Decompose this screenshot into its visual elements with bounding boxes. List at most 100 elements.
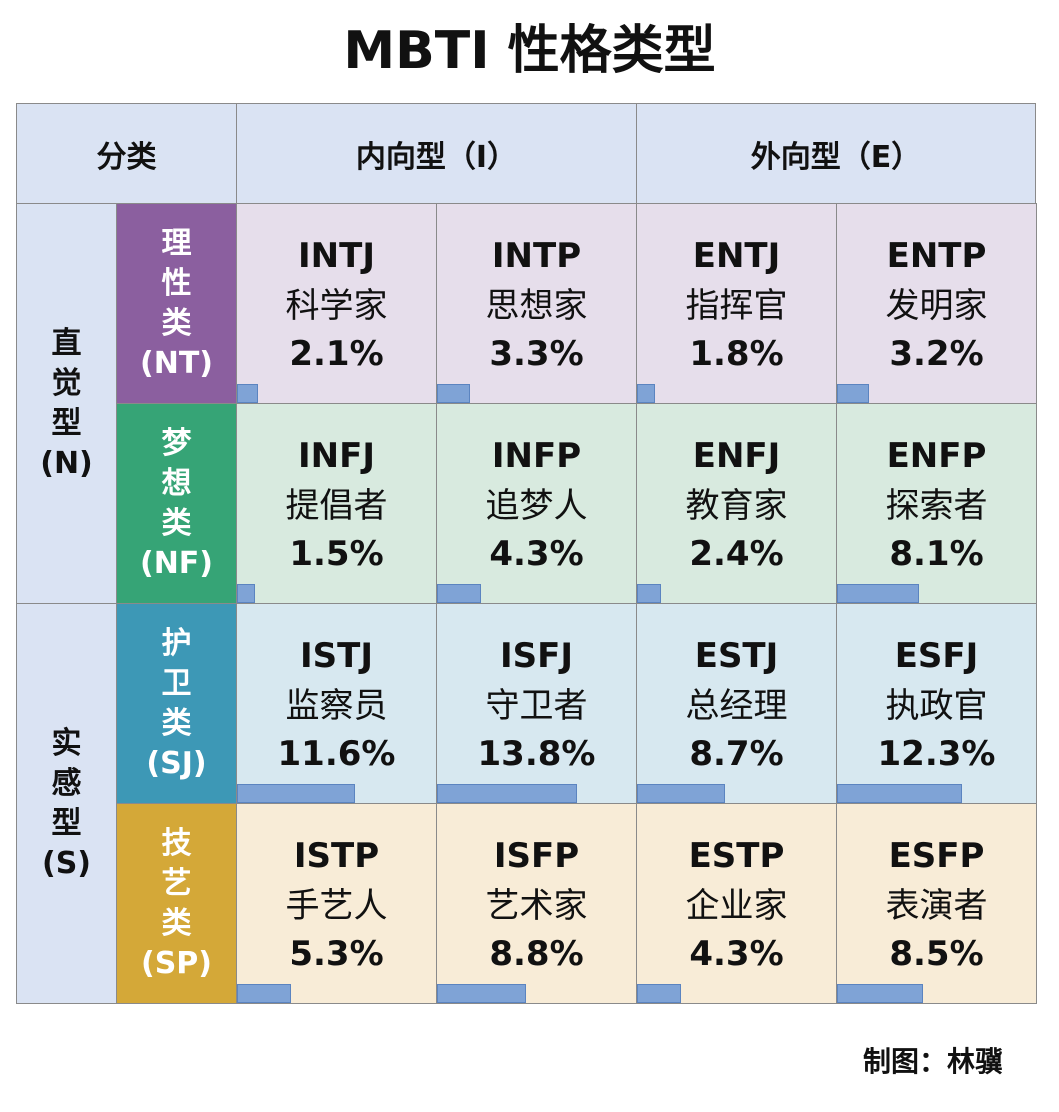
percent-bar xyxy=(437,584,481,603)
chart-title: MBTI 性格类型 xyxy=(343,21,716,81)
mbti-table: 分类 内向型（I） 外向型（E） 直 觉 型 (N) 实 感 型 (S) 理性类… xyxy=(16,103,1037,1004)
type-role: 守卫者 xyxy=(485,686,588,726)
percent-bar xyxy=(437,384,470,403)
percent-bar xyxy=(637,784,725,803)
type-cell: INFJ 提倡者 1.5% xyxy=(236,403,437,604)
percent-bar xyxy=(437,984,526,1003)
group-code: (SJ) xyxy=(146,745,207,781)
type-percent: 3.3% xyxy=(489,334,584,374)
type-cell: ENTP 发明家 3.2% xyxy=(836,203,1037,404)
type-cell: ENFP 探索者 8.1% xyxy=(836,403,1037,604)
type-role: 监察员 xyxy=(285,686,388,726)
group-char: 类 xyxy=(161,905,192,941)
type-percent: 4.3% xyxy=(689,934,784,974)
header-extrovert: 外向型（E） xyxy=(636,103,1036,204)
group-code: (SP) xyxy=(140,945,212,981)
type-code: ESTP xyxy=(688,836,785,876)
type-percent: 5.3% xyxy=(289,934,384,974)
type-role: 指挥官 xyxy=(685,286,788,326)
type-percent: 13.8% xyxy=(477,734,596,774)
group-label-text: 理性类 (NT) xyxy=(140,224,213,384)
type-percent: 8.8% xyxy=(489,934,584,974)
type-cell: ESTJ 总经理 8.7% xyxy=(636,603,837,804)
type-code: INTP xyxy=(491,236,582,276)
group-label: 技艺类 (SP) xyxy=(116,803,237,1004)
side-sensing-code: (S) xyxy=(41,845,92,881)
type-cell: ESFJ 执政官 12.3% xyxy=(836,603,1037,804)
percent-bar xyxy=(637,384,655,403)
side-intuitive-char: 型 xyxy=(51,405,82,441)
group-label: 理性类 (NT) xyxy=(116,203,237,404)
type-code: ENFP xyxy=(886,436,987,476)
group-code: (NT) xyxy=(140,345,213,381)
percent-bar xyxy=(837,984,923,1003)
group-char: 艺 xyxy=(161,865,192,901)
type-role: 执政官 xyxy=(885,686,988,726)
group-char: 技 xyxy=(161,825,192,861)
percent-bar xyxy=(237,584,255,603)
type-percent: 8.7% xyxy=(689,734,784,774)
type-role: 企业家 xyxy=(685,886,788,926)
percent-bar xyxy=(237,784,355,803)
percent-bar xyxy=(837,384,869,403)
group-char: 性 xyxy=(161,265,192,301)
side-sensing: 实 感 型 (S) xyxy=(16,603,117,1004)
type-code: ENFJ xyxy=(692,436,781,476)
group-code: (NF) xyxy=(139,545,214,581)
type-role: 科学家 xyxy=(285,286,388,326)
side-intuitive-char: 直 xyxy=(51,325,82,361)
group-label-text: 梦想类 (NF) xyxy=(140,424,213,584)
percent-bar xyxy=(237,384,258,403)
type-role: 探索者 xyxy=(885,486,988,526)
type-code: ESTJ xyxy=(694,636,779,676)
type-cell: ISTJ 监察员 11.6% xyxy=(236,603,437,804)
type-code: INFP xyxy=(491,436,582,476)
header-introvert: 内向型（I） xyxy=(236,103,637,204)
type-cell: ISFJ 守卫者 13.8% xyxy=(436,603,637,804)
type-role: 手艺人 xyxy=(285,886,388,926)
group-label: 梦想类 (NF) xyxy=(116,403,237,604)
percent-bar xyxy=(837,784,962,803)
side-sensing-char: 实 xyxy=(51,725,82,761)
group-char: 类 xyxy=(161,505,192,541)
type-percent: 11.6% xyxy=(277,734,396,774)
type-role: 提倡者 xyxy=(285,486,388,526)
type-code: ISFJ xyxy=(499,636,573,676)
type-code: ESFP xyxy=(888,836,985,876)
type-role: 发明家 xyxy=(885,286,988,326)
type-cell: ISFP 艺术家 8.8% xyxy=(436,803,637,1004)
type-role: 思想家 xyxy=(485,286,588,326)
type-cell: ESFP 表演者 8.5% xyxy=(836,803,1037,1004)
group-char: 卫 xyxy=(161,665,192,701)
percent-bar xyxy=(437,784,577,803)
type-code: ISTP xyxy=(293,836,380,876)
group-label-text: 护卫类 (SJ) xyxy=(146,624,206,784)
percent-bar xyxy=(237,984,291,1003)
type-cell: ISTP 手艺人 5.3% xyxy=(236,803,437,1004)
group-label-text: 技艺类 (SP) xyxy=(141,824,212,984)
type-cell: ENFJ 教育家 2.4% xyxy=(636,403,837,604)
type-percent: 1.5% xyxy=(289,534,384,574)
type-percent: 2.1% xyxy=(289,334,384,374)
type-cell: INTJ 科学家 2.1% xyxy=(236,203,437,404)
side-intuitive-code: (N) xyxy=(40,445,93,481)
type-role: 总经理 xyxy=(685,686,788,726)
type-role: 艺术家 xyxy=(485,886,588,926)
type-code: INTJ xyxy=(298,236,375,276)
type-cell: INFP 追梦人 4.3% xyxy=(436,403,637,604)
type-percent: 1.8% xyxy=(689,334,784,374)
type-code: INFJ xyxy=(298,436,375,476)
side-intuitive-char: 觉 xyxy=(51,365,82,401)
percent-bar xyxy=(637,584,661,603)
group-char: 理 xyxy=(161,225,192,261)
side-sensing-char: 型 xyxy=(51,805,82,841)
group-char: 梦 xyxy=(161,425,192,461)
type-role: 追梦人 xyxy=(485,486,588,526)
type-code: ESFJ xyxy=(894,636,979,676)
percent-bar xyxy=(637,984,681,1003)
type-role: 表演者 xyxy=(885,886,988,926)
type-percent: 8.1% xyxy=(889,534,984,574)
type-code: ENTJ xyxy=(692,236,781,276)
side-sensing-char: 感 xyxy=(51,765,82,801)
type-role: 教育家 xyxy=(685,486,788,526)
